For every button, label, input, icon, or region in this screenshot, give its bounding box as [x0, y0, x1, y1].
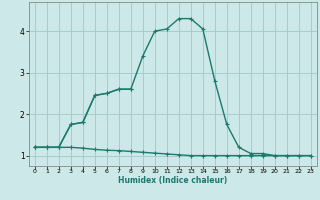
X-axis label: Humidex (Indice chaleur): Humidex (Indice chaleur): [118, 176, 228, 185]
